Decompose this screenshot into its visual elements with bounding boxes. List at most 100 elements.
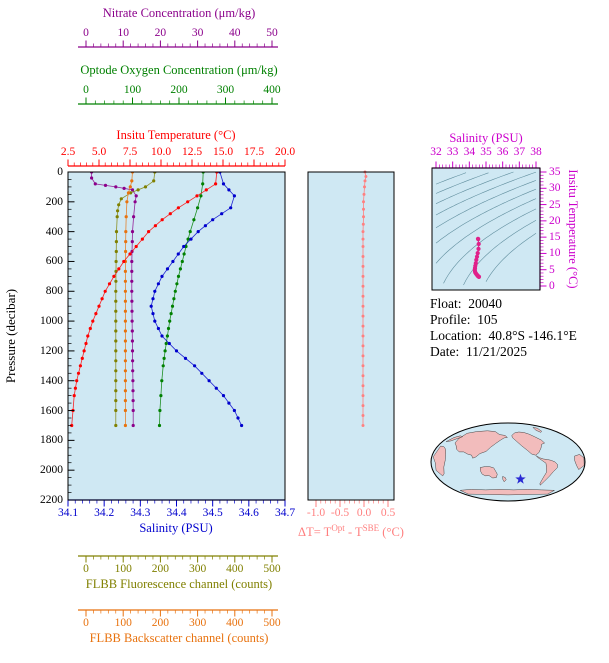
salinity-profile-dot [165,267,170,271]
backscatter-profile-dot [123,359,127,363]
backscatter-tick-label: 400 [226,617,244,629]
ts-temperature-tick-label: 15 [549,231,561,244]
density-contour [485,233,537,282]
delta-t-dot [363,185,366,189]
fluorescence-profile-dot [114,249,118,254]
temperature-axis-title: Insitu Temperature (°C) [116,128,236,142]
pressure-tick-label: 400 [45,225,63,238]
fluorescence-profile-dot [114,369,118,373]
temperature-profile-dot [140,237,144,241]
pressure-tick-label: 1200 [40,344,63,357]
delta-t-dot [361,374,365,378]
nitrate-profile-dot [114,185,118,189]
map-continent [532,427,542,433]
oxygen-profile-dot [157,423,162,428]
temperature-tick-label: 10.0 [150,146,172,158]
temperature-profile-dot [168,212,172,216]
delta-t-axis-title: ΔT= TOpt - TSBE (°C) [298,521,404,539]
ts-salinity-tick-label: 34 [463,146,476,158]
pressure-tick-label: 2000 [40,464,63,477]
salinity-profile-dot [196,230,200,234]
nitrate-profile-dot [130,289,134,293]
ts-track-dot [474,257,479,262]
temperature-profile-dot [176,206,180,210]
salinity-profile-dot [171,259,175,264]
main-plot-border [67,171,286,501]
oxygen-axis-title: Optode Oxygen Concentration (μm/kg) [80,63,278,77]
backscatter-profile-dot [123,379,127,383]
temperature-profile-dot [70,423,74,428]
ts-panel-border [431,167,541,291]
backscatter-profile-dot [123,299,127,303]
oxygen-profile-dot [180,259,184,264]
fluorescence-profile-dot [114,399,118,403]
main-content-group [70,172,244,428]
nitrate-profile-dot [131,379,135,383]
fluorescence-tick-label: 300 [188,563,207,575]
nitrate-profile-dot [130,240,134,244]
temperature-tick-label: 2.5 [60,146,76,158]
temperature-profile-dot [80,356,84,360]
salinity-profile-dot [189,237,193,241]
oxygen-profile-dot [165,334,169,338]
fluorescence-profile-dot [114,329,118,333]
salinity-profile-dot [160,274,164,278]
ts-panel-area [432,168,540,290]
delta-t-dot [361,414,365,417]
salinity-tick-label: 34.7 [274,507,296,519]
delta-t-dot [361,245,365,248]
salinity-tick-label: 34.2 [94,507,115,519]
fluorescence-profile-dot [114,230,119,234]
salinity-profile-dot [236,416,240,420]
salinity-axis-title: Salinity (PSU) [139,521,213,535]
map-continent [445,435,464,442]
nitrate-axis-title: Nitrate Concentration (μm/kg) [102,6,256,20]
ts-track-dot [476,246,481,251]
ts-temperature-tick-label: 5 [549,263,555,276]
temperature-profile-dot [195,194,199,198]
delta-t-dot [361,384,365,388]
temperature-profile-dot [82,349,86,353]
salinity-profile-dot [227,188,231,192]
backscatter-axis-title: FLBB Backscatter channel (counts) [89,631,269,645]
temperature-profile-dot [153,224,157,228]
nitrate-tick-label: 40 [229,27,241,39]
delta-tick-label: 0.0 [356,507,372,519]
salinity-profile-dot [207,379,211,383]
salinity-profile-dot [214,386,218,390]
ts-salinity-tick-label: 33 [446,146,459,158]
fluorescence-profile-dot [116,209,120,213]
temperature-profile-dot [84,341,88,346]
temperature-tick-label: 12.5 [181,146,203,158]
backscatter-profile-dot [123,339,127,343]
delta-t-dot [361,255,365,258]
density-contour [435,198,537,264]
delta-t-dot [361,304,365,308]
oxygen-profile-dot [196,206,200,210]
delta-t-dot [361,354,365,358]
nitrate-profile-dot [90,176,94,180]
backscatter-profile-dot [124,249,128,254]
float-info-location: Location: 40.8°S -146.1°E [430,328,577,343]
ts-track-dot [476,237,481,242]
nitrate-profile-dot [130,279,134,283]
fluorescence-tick-label: 100 [114,563,132,575]
temperature-profile-dot [160,218,164,222]
fluorescence-profile-dot [114,299,118,303]
pressure-axis-title: Pressure (decibar) [3,288,18,384]
delta-t-dot [361,314,365,318]
salinity-profile-dot [193,364,197,368]
backscatter-tick-label: 200 [151,617,170,629]
temperature-profile-dot [100,297,104,301]
main-plot-area [68,172,285,500]
backscatter-tick-label: 0 [83,617,89,629]
salinity-profile-dot [211,218,215,222]
salinity-tick-label: 34.4 [166,507,187,519]
fluorescence-profile-dot [115,215,119,219]
density-contour [435,171,514,204]
nitrate-profile-dot [131,423,135,428]
nitrate-profile-dot [131,408,135,413]
temperature-profile-dot [214,182,218,186]
